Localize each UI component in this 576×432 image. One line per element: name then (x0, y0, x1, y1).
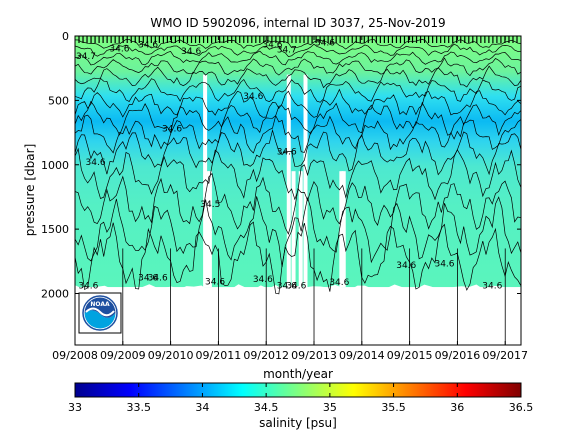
contour-label: 34.6 (181, 47, 201, 57)
plot-frame (74, 35, 522, 346)
colorbar-tick-label: 35.5 (381, 401, 406, 414)
noaa-logo-text: NOAA (90, 301, 110, 308)
colorbar-tick-label: 36.5 (509, 401, 534, 414)
colorbar: 33 33.5 34 34.5 35 35.5 36 36.5 (68, 382, 533, 414)
profile-gap (205, 171, 210, 288)
profile-gap (286, 74, 291, 288)
contour-label: 34.6 (277, 147, 297, 157)
contour-label: 34.6 (138, 274, 158, 284)
contour-label: 34.7 (277, 46, 297, 56)
contour-line (75, 100, 521, 137)
y-tick-label: 0 (62, 30, 69, 43)
contour-line (75, 38, 521, 50)
salinity-field (75, 36, 521, 288)
colorbar-tick-label: 36 (450, 401, 464, 414)
contour-line (75, 77, 521, 103)
x-tick-label: 09/2017 (482, 349, 528, 362)
colorbar-tick-label: 35 (323, 401, 337, 414)
contour-label: 34.6 (162, 124, 182, 134)
contour-label: 34.6 (286, 281, 306, 291)
colorbar-label: salinity [psu] (259, 416, 337, 430)
profile-gap (291, 171, 296, 288)
contour-label: 34.6 (434, 259, 454, 269)
y-axis-label: pressure [dbar] (23, 144, 37, 237)
chart-title: WMO ID 5902096, internal ID 3037, 25-Nov… (150, 16, 445, 30)
contour-label: 34.6 (277, 281, 297, 291)
contour-label: 34.7 (76, 52, 96, 62)
contour-label: 34.6 (86, 158, 106, 168)
contour-label: 34.6 (205, 277, 225, 287)
x-tick-label: 09/2014 (339, 349, 385, 362)
contour-label: 34.6 (243, 92, 263, 102)
contour-line (75, 57, 521, 77)
contour-line (75, 128, 521, 176)
contour-label: 34.6 (315, 39, 335, 49)
contour-label: 34.5 (200, 200, 220, 210)
contour-label: 34.6 (138, 41, 158, 51)
contour-label: 34.6 (253, 275, 273, 285)
contour-line (75, 88, 521, 118)
contour-line (75, 221, 521, 295)
x-tick-label: 09/2013 (291, 349, 337, 362)
x-tick-label: 09/2016 (435, 349, 481, 362)
y-axis: 0 500 1000 1500 2000 (41, 30, 521, 301)
contour-label: 34.6 (148, 274, 168, 284)
colorbar-tick-label: 34 (195, 401, 209, 414)
contour-label: 34.6 (396, 261, 416, 271)
y-tick-label: 1000 (41, 159, 69, 172)
y-tick-label: 1500 (41, 223, 69, 236)
profile-gap (207, 171, 212, 288)
contour-label: 34.6 (262, 41, 282, 51)
contour-line (75, 172, 521, 235)
colorbar-tick-label: 34.5 (254, 401, 279, 414)
colorbar-ticks: 33 33.5 34 34.5 35 35.5 36 36.5 (68, 383, 533, 414)
colorbar-tick-label: 33.5 (126, 401, 151, 414)
contour-line (75, 50, 521, 66)
contour-label: 34.6 (329, 278, 349, 288)
x-axis: 09/2008 09/2009 09/2010 09/2011 09/2012 09/20… (52, 36, 528, 362)
profile-gap (339, 171, 344, 288)
contour-label: 34.6 (109, 44, 129, 54)
contour-line (75, 114, 521, 154)
profile-gap (303, 74, 308, 288)
contour-line (75, 65, 521, 89)
contour-label: 34.6 (78, 281, 98, 291)
profile-gap (341, 171, 346, 288)
contour-label: 34.6 (482, 281, 502, 291)
x-tick-label: 09/2008 (52, 349, 98, 362)
noaa-logo: NOAA (78, 292, 122, 334)
colorbar-gradient (74, 382, 522, 398)
x-tick-label: 09/2015 (387, 349, 433, 362)
y-tick-label: 500 (48, 94, 69, 107)
x-axis-label: month/year (263, 367, 333, 381)
x-tick-label: 09/2012 (243, 349, 289, 362)
x-tick-label: 09/2011 (196, 349, 242, 362)
contour-line (75, 196, 521, 268)
contour-line (75, 43, 521, 57)
profile-gap (203, 74, 208, 288)
x-tick-label: 09/2009 (100, 349, 146, 362)
y-tick-label: 2000 (41, 288, 69, 301)
x-tick-label: 09/2010 (148, 349, 194, 362)
colorbar-tick-label: 33 (68, 401, 82, 414)
plot-content: 34.734.6 34.634.634.634.734.634.634.634.6… (75, 36, 521, 345)
